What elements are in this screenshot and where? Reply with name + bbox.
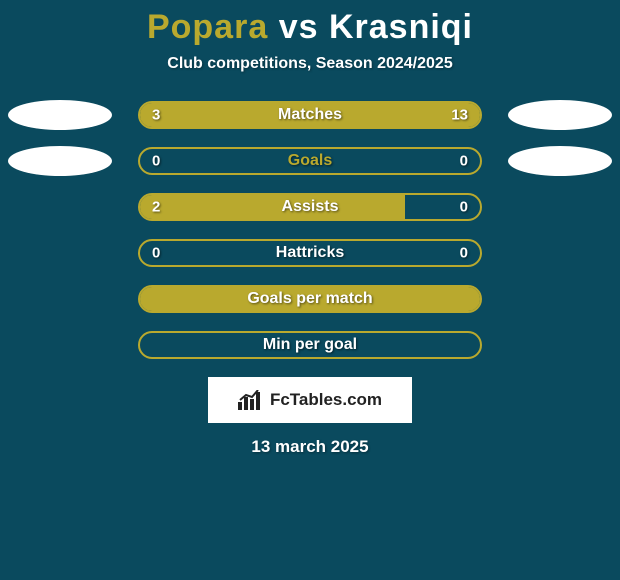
stat-row: 2 0 Assists xyxy=(0,193,620,221)
stat-bar: Min per goal xyxy=(138,331,482,359)
stat-row: 0 0 Hattricks xyxy=(0,239,620,267)
date: 13 march 2025 xyxy=(0,437,620,457)
stat-value-right: 0 xyxy=(460,199,468,216)
stat-bar: 2 0 Assists xyxy=(138,193,482,221)
stat-bar: 3 13 Matches xyxy=(138,101,482,129)
source-logo: FcTables.com xyxy=(208,377,412,423)
stat-bar: 0 0 Hattricks xyxy=(138,239,482,267)
comparison-card: Popara vs Krasniqi Club competitions, Se… xyxy=(0,0,620,457)
logo-text: FcTables.com xyxy=(270,390,382,410)
stat-value-right: 0 xyxy=(460,153,468,170)
stat-row: 3 13 Matches xyxy=(0,101,620,129)
subtitle: Club competitions, Season 2024/2025 xyxy=(0,55,620,73)
title: Popara vs Krasniqi xyxy=(0,8,620,47)
player1-name: Popara xyxy=(147,8,268,46)
stat-value-left: 0 xyxy=(152,153,160,170)
stat-value-right: 0 xyxy=(460,245,468,262)
stat-label: Goals xyxy=(288,152,332,170)
stat-label: Min per goal xyxy=(263,336,357,354)
stat-label: Hattricks xyxy=(276,244,344,262)
stat-rows: 3 13 Matches 0 0 Goals 2 0 Assists 0 0 Hattricks Goa… xyxy=(0,101,620,359)
stat-row: 0 0 Goals xyxy=(0,147,620,175)
stat-value-right: 13 xyxy=(451,107,468,124)
stat-bar: Goals per match xyxy=(138,285,482,313)
bar-fill-left xyxy=(140,195,405,219)
bar-fill-left xyxy=(140,103,204,127)
player-badge-left xyxy=(8,100,112,130)
player2-name: Krasniqi xyxy=(329,8,473,46)
stat-value-left: 0 xyxy=(152,245,160,262)
stat-bar: 0 0 Goals xyxy=(138,147,482,175)
stat-label: Goals per match xyxy=(247,290,372,308)
stat-label: Assists xyxy=(282,198,339,216)
player-badge-right xyxy=(508,146,612,176)
stat-row: Goals per match xyxy=(0,285,620,313)
vs-text: vs xyxy=(279,8,319,46)
stat-row: Min per goal xyxy=(0,331,620,359)
player-badge-right xyxy=(508,100,612,130)
stat-value-left: 3 xyxy=(152,107,160,124)
stat-value-left: 2 xyxy=(152,199,160,216)
stat-label: Matches xyxy=(278,106,342,124)
player-badge-left xyxy=(8,146,112,176)
chart-icon xyxy=(238,390,264,410)
